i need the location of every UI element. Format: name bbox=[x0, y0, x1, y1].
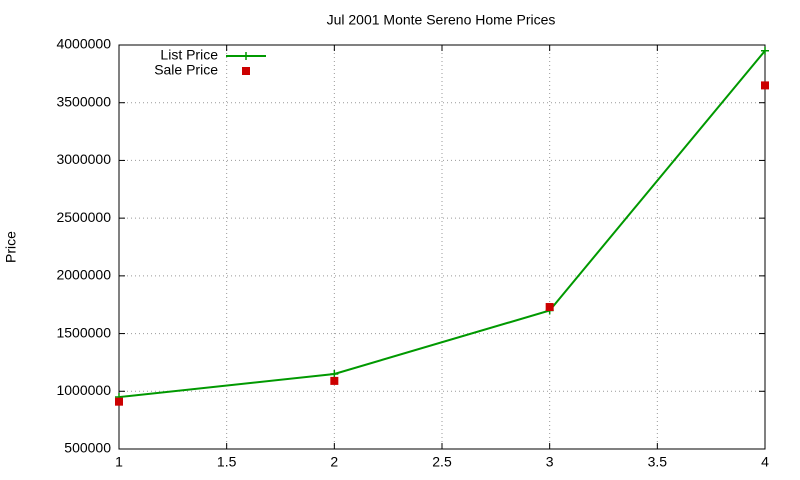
data-point bbox=[761, 46, 769, 55]
chart-title: Jul 2001 Monte Sereno Home Prices bbox=[327, 12, 556, 28]
y-tick-label: 500000 bbox=[64, 440, 111, 456]
x-tick-label: 4 bbox=[761, 454, 769, 470]
x-tick-label: 1 bbox=[115, 454, 123, 470]
legend-marker bbox=[242, 52, 250, 60]
data-point bbox=[330, 376, 339, 385]
y-tick-label: 3000000 bbox=[56, 151, 111, 167]
data-point bbox=[761, 81, 769, 90]
x-tick-label: 2 bbox=[330, 454, 338, 470]
plot-frame bbox=[118, 44, 766, 450]
y-tick-label: 1500000 bbox=[56, 324, 111, 340]
legend-label: Sale Price bbox=[154, 62, 218, 78]
data-point bbox=[115, 397, 123, 406]
x-tick-label: 3 bbox=[546, 454, 554, 470]
y-tick-label: 2500000 bbox=[56, 209, 111, 225]
data-point bbox=[545, 303, 554, 312]
x-tick-label: 1.5 bbox=[217, 454, 237, 470]
legend-label: List Price bbox=[160, 47, 218, 63]
series-line bbox=[118, 50, 766, 399]
y-tick-label: 4000000 bbox=[56, 36, 111, 52]
legend-marker bbox=[242, 67, 250, 75]
y-tick-label: 3500000 bbox=[56, 93, 111, 109]
x-tick-label: 3.5 bbox=[648, 454, 668, 470]
data-point bbox=[330, 369, 339, 378]
y-tick-label: 2000000 bbox=[56, 267, 111, 283]
y-tick-label: 1000000 bbox=[56, 382, 111, 398]
x-tick-label: 2.5 bbox=[432, 454, 452, 470]
y-axis-label: Price bbox=[3, 231, 19, 263]
